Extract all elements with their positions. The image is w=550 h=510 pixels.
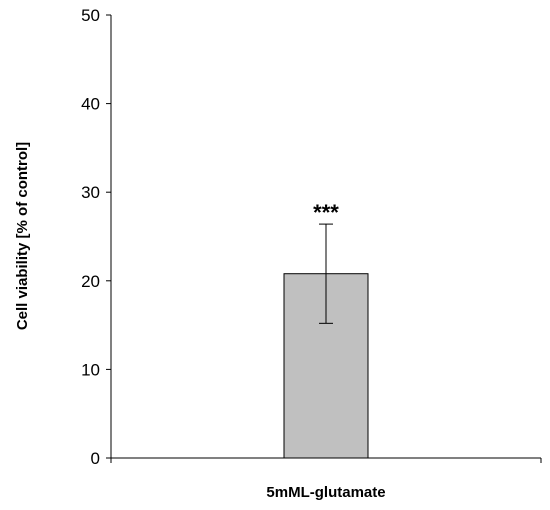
x-axis-title: 5mML-glutamate <box>266 484 385 501</box>
plot-area: 0 10 20 30 40 50 *** <box>81 6 542 468</box>
y-tick-label-0: 0 <box>91 449 100 468</box>
y-tick-label-2: 20 <box>81 272 100 291</box>
y-tick-label-3: 30 <box>81 183 100 202</box>
y-tick-label-1: 10 <box>81 360 100 379</box>
y-tick-label-4: 40 <box>81 95 100 114</box>
y-tick-label-5: 50 <box>81 6 100 25</box>
significance-label-0: *** <box>313 200 339 225</box>
y-axis-title: Cell viability [% of control] <box>14 142 31 330</box>
